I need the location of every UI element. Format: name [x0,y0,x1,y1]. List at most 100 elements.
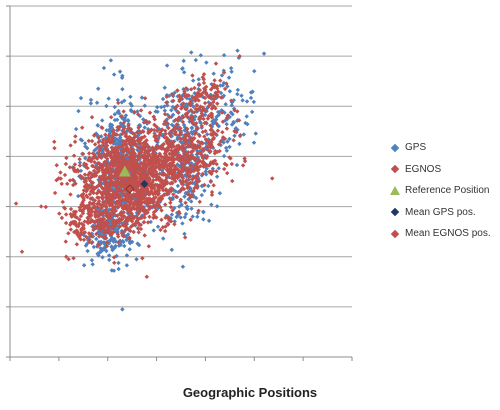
egnos-point [197,199,202,205]
egnos-point [90,163,95,169]
egnos-point [202,182,207,188]
legend-label-mean-egnos: Mean EGNOS pos. [405,228,491,240]
gps-point [106,253,112,258]
gps-point [83,243,89,248]
egnos-point [197,82,202,87]
egnos-point [72,229,77,235]
egnos-point [154,137,159,142]
egnos-point [142,141,147,146]
egnos-point [201,164,206,169]
egnos-point [95,204,100,210]
gps-point [161,104,167,109]
egnos-point [83,178,89,184]
egnos-point [54,163,59,168]
gps-point [170,112,176,117]
egnos-point [162,228,168,234]
egnos-point [86,151,92,156]
egnos-point [107,186,112,192]
egnos-point [98,147,103,152]
gps-point [107,257,112,263]
egnos-point [84,162,89,167]
egnos-point [214,83,220,89]
egnos-point [145,153,150,159]
reference-triangle-icon [390,186,400,196]
egnos-point [79,125,85,130]
egnos-point [77,163,83,168]
egnos-point [70,177,76,183]
egnos-point [72,162,78,167]
egnos-point [157,151,162,156]
egnos-point [127,235,132,241]
egnos-point [166,216,171,221]
egnos-point [89,217,94,223]
egnos-point [188,115,193,120]
egnos-point [58,170,63,175]
egnos-point [80,200,85,205]
egnos-point [220,130,225,135]
egnos-point [167,144,172,150]
gps-point [190,131,195,137]
egnos-point [216,142,222,147]
egnos-point [86,208,92,213]
egnos-point [171,192,176,197]
gps-point [137,113,143,119]
egnos-point [134,179,139,184]
egnos-point [72,139,78,145]
egnos-point [87,214,92,220]
egnos-point [77,235,82,240]
egnos-point [101,230,107,236]
egnos-point [91,227,96,233]
egnos-point [177,153,183,158]
egnos-point [13,201,19,206]
gps-point [229,100,235,105]
egnos-point [162,111,168,117]
egnos-point [130,193,135,199]
egnos-point [208,87,214,92]
egnos-point [168,197,174,202]
gps-point [113,243,118,249]
egnos-point [220,135,226,140]
egnos-point [102,210,107,215]
gps-point [244,114,249,119]
gps-point [201,217,206,222]
egnos-point [211,93,216,99]
egnos-point [119,143,125,149]
gps-point [210,121,216,127]
gps-point [88,101,94,106]
gps-point [165,103,170,108]
gps-point [190,78,196,83]
egnos-point [235,109,240,114]
egnos-point [87,200,93,205]
egnos-point [130,141,136,146]
egnos-point [68,143,73,148]
egnos-point [67,222,73,227]
egnos-point [136,230,141,235]
egnos-point [121,214,127,219]
egnos-point [176,147,181,153]
egnos-point [81,196,86,201]
gps-point [106,96,111,101]
egnos-point [91,187,96,192]
egnos-point [109,224,114,230]
egnos-point [71,256,76,261]
egnos-point [101,222,106,228]
egnos-point [200,160,205,166]
egnos-point [106,138,111,144]
gps-point [184,204,190,209]
egnos-point [108,150,113,156]
gps-point [180,221,185,226]
egnos-point [116,199,122,205]
egnos-point [136,166,142,171]
egnos-point [221,166,227,172]
egnos-point [125,126,131,131]
egnos-point [120,197,125,202]
gps-point [124,253,130,258]
egnos-point [195,139,201,144]
egnos-point [112,163,118,168]
gps-point [235,91,240,97]
egnos-point [81,188,87,193]
egnos-point [186,181,192,186]
egnos-point [163,131,168,136]
egnos-point [109,193,114,199]
gps-point [113,141,119,147]
